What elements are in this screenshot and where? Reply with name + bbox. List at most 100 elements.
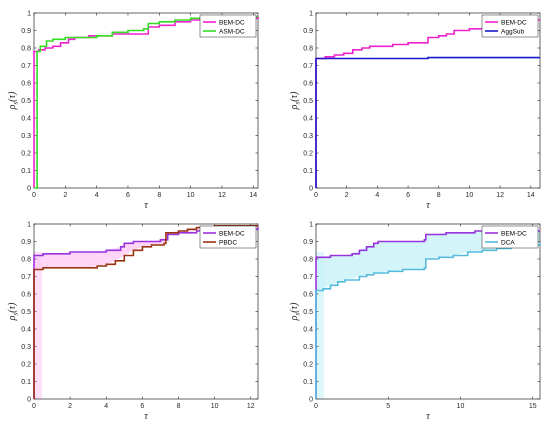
x-tick-label: 6 bbox=[406, 192, 410, 199]
x-tick-label: 12 bbox=[218, 192, 226, 199]
shaded-band-edge bbox=[34, 252, 42, 399]
legend-label: ASM-DC bbox=[219, 28, 245, 35]
y-tick-label: 0 bbox=[309, 397, 313, 404]
shaded-band bbox=[316, 231, 540, 399]
y-tick-label: 0.3 bbox=[303, 133, 313, 140]
x-tick-label: 2 bbox=[68, 403, 72, 410]
x-axis-label: τ bbox=[426, 200, 430, 211]
series-line-pbdc bbox=[33, 225, 258, 399]
x-tick-label: 6 bbox=[126, 192, 130, 199]
y-axis-label-main: ρ bbox=[289, 315, 300, 321]
x-tick-label: 10 bbox=[457, 403, 465, 410]
y-tick-label: 0.6 bbox=[21, 81, 31, 88]
panel-1: 00.10.20.30.40.50.60.70.80.910 2 4 6 8 10 12 14… bbox=[7, 11, 259, 211]
y-axis-label: ρs(τ) bbox=[289, 302, 302, 321]
y-axis-label-subscript: s bbox=[294, 102, 302, 105]
y-tick-label: 0.1 bbox=[21, 379, 31, 386]
x-tick-label: 4 bbox=[104, 403, 108, 410]
y-axis-label-subscript: s bbox=[12, 102, 20, 105]
y-axis-label-subscript: s bbox=[294, 313, 302, 316]
y-tick-label: 0.5 bbox=[21, 98, 31, 105]
x-axis-label: τ bbox=[144, 411, 148, 422]
y-tick-label: 0.3 bbox=[21, 133, 31, 140]
x-tick-label: 10 bbox=[466, 192, 474, 199]
x-tick-label: 8 bbox=[437, 192, 441, 199]
y-axis-label-main: ρ bbox=[7, 104, 18, 110]
legend-label: PBDC bbox=[219, 239, 237, 246]
y-axis-label: ρs(τ) bbox=[7, 91, 20, 110]
y-tick-label: 0.7 bbox=[21, 63, 31, 70]
y-tick-label: 0.4 bbox=[21, 327, 31, 334]
y-tick-label: 0.8 bbox=[303, 257, 313, 264]
y-tick-label: 0.9 bbox=[21, 239, 31, 246]
y-axis-label-argument: (τ) bbox=[7, 302, 18, 313]
y-tick-label: 0.8 bbox=[303, 46, 313, 53]
panel-4: 00.10.20.30.40.50.60.70.80.910 5 10 15τρs(τ… bbox=[289, 222, 541, 422]
panel-3: 00.10.20.30.40.50.60.70.80.910 2 4 6 8 10 12τρ… bbox=[7, 222, 259, 422]
y-tick-label: 0.8 bbox=[21, 46, 31, 53]
x-tick-label: 14 bbox=[527, 192, 535, 199]
y-tick-label: 0.4 bbox=[303, 327, 313, 334]
x-tick-label: 14 bbox=[249, 192, 257, 199]
y-tick-label: 0.9 bbox=[21, 28, 31, 35]
y-tick-label: 0.7 bbox=[303, 274, 313, 281]
x-tick-label: 0 bbox=[314, 192, 318, 199]
y-tick-label: 0.5 bbox=[303, 98, 313, 105]
x-tick-label: 0 bbox=[32, 192, 36, 199]
y-tick-label: 0 bbox=[27, 397, 31, 404]
x-tick-label: 2 bbox=[63, 192, 67, 199]
y-tick-label: 0.2 bbox=[21, 362, 31, 369]
y-tick-label: 0.6 bbox=[21, 292, 31, 299]
shaded-band-edge bbox=[316, 252, 324, 399]
x-tick-label: 0 bbox=[314, 403, 318, 410]
y-tick-label: 0 bbox=[27, 186, 31, 193]
y-tick-label: 0.2 bbox=[21, 151, 31, 158]
y-tick-label: 0.9 bbox=[303, 28, 313, 35]
y-axis-label-argument: (τ) bbox=[7, 91, 18, 102]
y-tick-label: 0.5 bbox=[303, 309, 313, 316]
y-tick-label: 0.3 bbox=[21, 344, 31, 351]
legend-label: BEM-DC bbox=[501, 230, 527, 237]
x-tick-label: 10 bbox=[211, 403, 219, 410]
series-line-aggsub bbox=[315, 56, 540, 188]
series-line-bem-dc bbox=[315, 230, 540, 399]
y-tick-label: 0.4 bbox=[303, 116, 313, 123]
x-tick-label: 8 bbox=[157, 192, 161, 199]
y-axis-label: ρs(τ) bbox=[7, 302, 20, 321]
series-line-bem-dc bbox=[33, 227, 259, 399]
y-tick-label: 0.3 bbox=[303, 344, 313, 351]
x-tick-label: 15 bbox=[529, 403, 537, 410]
x-tick-label: 0 bbox=[32, 403, 36, 410]
y-tick-label: 0 bbox=[309, 186, 313, 193]
y-tick-label: 0.9 bbox=[303, 239, 313, 246]
y-tick-label: 1 bbox=[309, 11, 313, 18]
x-tick-label: 4 bbox=[375, 192, 379, 199]
x-tick-label: 2 bbox=[345, 192, 349, 199]
legend-label: BEM-DC bbox=[501, 19, 527, 26]
y-axis-label-main: ρ bbox=[289, 104, 300, 110]
y-tick-label: 0.4 bbox=[21, 116, 31, 123]
y-tick-label: 1 bbox=[27, 11, 31, 18]
y-tick-label: 0.1 bbox=[21, 168, 31, 175]
legend-label: BEM-DC bbox=[219, 19, 245, 26]
panel-2: 00.10.20.30.40.50.60.70.80.910 2 4 6 8 10 12 14… bbox=[289, 11, 541, 211]
x-tick-label: 10 bbox=[187, 192, 195, 199]
x-axis-label: τ bbox=[144, 200, 148, 211]
y-tick-label: 0.8 bbox=[21, 257, 31, 264]
y-axis-label-argument: (τ) bbox=[289, 302, 300, 313]
x-tick-label: 12 bbox=[247, 403, 255, 410]
x-tick-label: 5 bbox=[386, 403, 390, 410]
y-axis-label-main: ρ bbox=[7, 315, 18, 321]
series-line-dca bbox=[315, 243, 541, 399]
y-tick-label: 0.2 bbox=[303, 362, 313, 369]
series-line-asm-dc bbox=[34, 15, 258, 189]
y-tick-label: 0.5 bbox=[21, 309, 31, 316]
y-tick-label: 0.1 bbox=[303, 379, 313, 386]
y-tick-label: 0.7 bbox=[303, 63, 313, 70]
y-tick-label: 0.7 bbox=[21, 274, 31, 281]
y-tick-label: 0.2 bbox=[303, 151, 313, 158]
y-tick-label: 0.6 bbox=[303, 81, 313, 88]
x-tick-label: 6 bbox=[140, 403, 144, 410]
